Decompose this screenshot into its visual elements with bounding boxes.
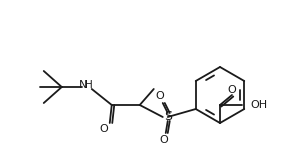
Text: O: O xyxy=(155,91,164,101)
Text: S: S xyxy=(164,111,172,123)
Text: N: N xyxy=(79,80,87,90)
Text: O: O xyxy=(228,85,236,95)
Text: OH: OH xyxy=(250,100,267,110)
Text: O: O xyxy=(159,135,168,145)
Text: O: O xyxy=(99,124,108,134)
Text: H: H xyxy=(85,80,93,90)
